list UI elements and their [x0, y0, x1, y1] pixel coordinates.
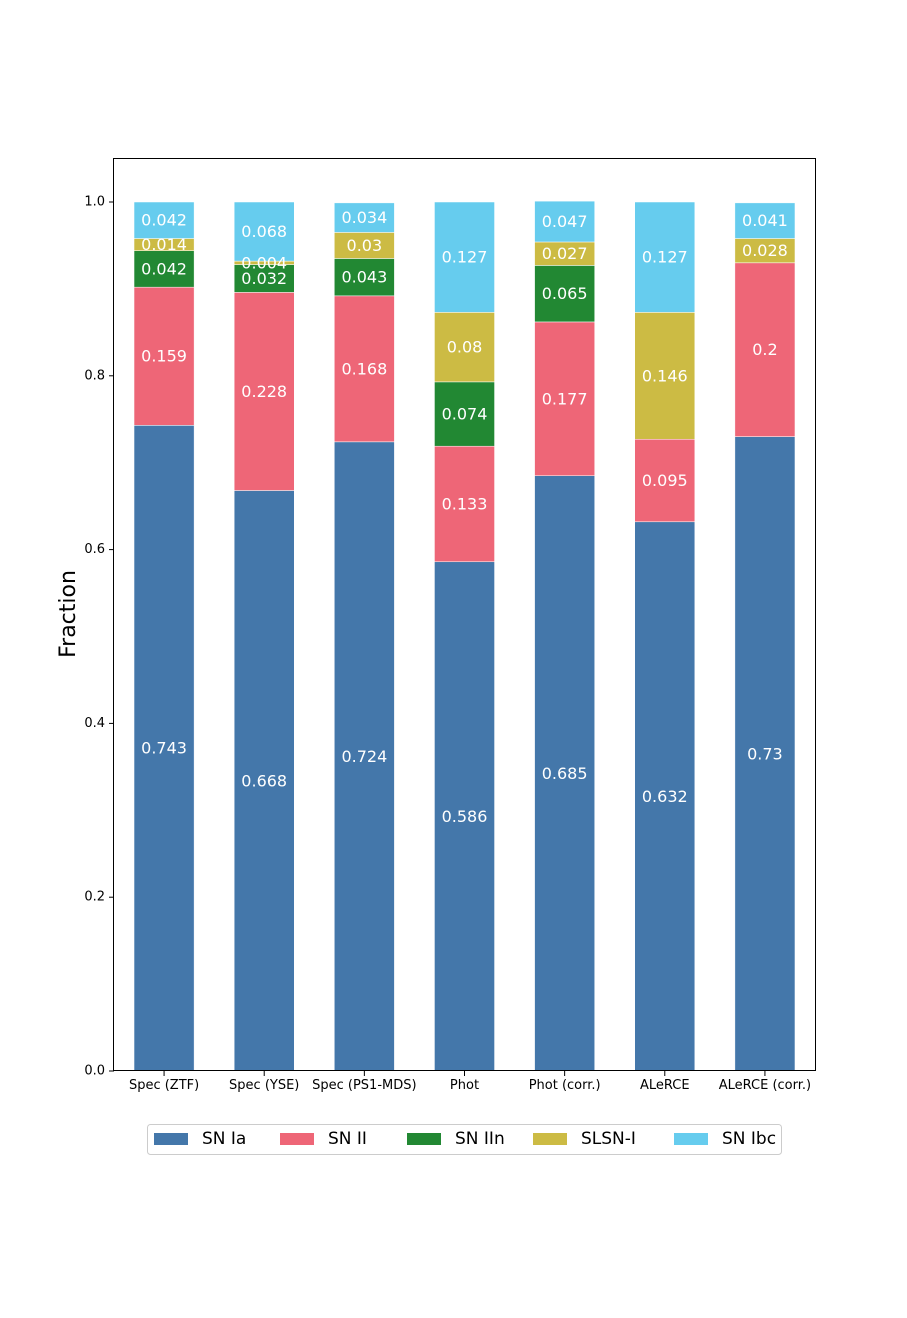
data-label: 0.632 — [642, 787, 688, 806]
data-label: 0.146 — [642, 366, 688, 385]
y-tick-label: 1.0 — [84, 195, 105, 210]
bar-sn-ibc-phot-corr — [534, 200, 595, 243]
data-label: 0.027 — [542, 244, 588, 263]
legend: SN Ia SN II SN IIn SLSN-I SN Ibc — [147, 1124, 782, 1155]
data-label: 0.127 — [442, 248, 488, 267]
y-axis-label: Fraction — [56, 570, 81, 658]
data-label: 0.08 — [447, 338, 483, 357]
bar-sn-ibc-phot — [434, 201, 495, 313]
x-tick-label: ALeRCE (corr.) — [719, 1078, 811, 1093]
data-label: 0.042 — [141, 211, 187, 230]
bar-sn-ia-spec-ps1-mds — [334, 441, 395, 1072]
y-tick-label: 0.0 — [84, 1064, 105, 1079]
plot-frame — [113, 158, 816, 1071]
data-label: 0.068 — [241, 222, 287, 241]
data-label: 0.028 — [742, 241, 788, 260]
y-tick-label: 0.2 — [84, 890, 105, 905]
legend-label: SN IIn — [455, 1129, 505, 1149]
y-tick-label: 0.8 — [84, 368, 105, 383]
legend-label: SN II — [328, 1129, 367, 1149]
y-tick-label: 0.4 — [84, 716, 105, 731]
x-tick-label: Phot (corr.) — [529, 1078, 601, 1093]
data-label: 0.73 — [747, 744, 783, 763]
data-label: 0.586 — [442, 807, 488, 826]
data-label: 0.032 — [241, 269, 287, 288]
data-label: 0.047 — [542, 212, 588, 231]
legend-swatch — [407, 1133, 441, 1145]
bar-sn-ia-phot-corr — [534, 475, 595, 1072]
bar-sn-ii-spec-ztf — [133, 286, 195, 426]
bar-sn-ii-phot — [434, 445, 495, 563]
bar-sn-ia-alerce — [634, 521, 696, 1072]
data-label: 0.685 — [542, 764, 588, 783]
bar-sn-ia-spec-ztf — [133, 425, 195, 1072]
data-label: 0.724 — [341, 747, 387, 766]
bar-labels-layer: 0.743 0.159 0.042 0.014 0.042 0.668 0.228 0.032… — [141, 208, 788, 826]
legend-swatch — [154, 1133, 188, 1145]
legend-swatch — [533, 1133, 567, 1145]
data-label: 0.014 — [141, 235, 187, 254]
data-label: 0.034 — [341, 208, 387, 227]
bar-sn-iin-spec-ps1-mds — [334, 258, 395, 297]
legend-label: SN Ibc — [722, 1129, 776, 1149]
bar-sn-ii-spec-ps1-mds — [334, 295, 395, 443]
bar-sn-iin-spec-yse — [233, 264, 295, 293]
y-axis: 0.0 0.2 0.4 0.6 0.8 1.0 — [84, 195, 114, 1079]
bar-sn-ibc-spec-ps1-mds — [334, 202, 395, 233]
data-label: 0.743 — [141, 739, 187, 758]
legend-item-sn-ibc: SN Ibc — [674, 1129, 776, 1149]
bar-slsn-i-alerce-corr — [734, 238, 796, 264]
bar-sn-ibc-alerce — [634, 201, 696, 313]
bar-slsn-i-phot — [434, 312, 495, 383]
legend-frame — [147, 1124, 782, 1155]
legend-item-sn-iin: SN IIn — [407, 1129, 505, 1149]
bar-slsn-i-alerce — [634, 312, 696, 440]
legend-label: SN Ia — [202, 1129, 246, 1149]
bar-sn-ibc-spec-yse — [233, 201, 295, 262]
legend-label: SLSN-I — [581, 1129, 636, 1149]
x-tick-label: ALeRCE — [640, 1078, 690, 1093]
bar-sn-ii-alerce-corr — [734, 262, 796, 437]
legend-item-sn-ii: SN II — [280, 1129, 367, 1149]
bar-sn-iin-phot-corr — [534, 265, 595, 323]
bar-sn-ii-spec-yse — [233, 292, 295, 491]
bar-sn-ii-phot-corr — [534, 321, 595, 476]
legend-swatch — [280, 1133, 314, 1145]
data-label: 0.004 — [241, 253, 287, 272]
x-tick-label: Spec (PS1-MDS) — [312, 1078, 416, 1093]
data-label: 0.133 — [442, 494, 488, 513]
data-label: 0.043 — [341, 268, 387, 287]
bar-sn-ia-phot — [434, 561, 495, 1072]
bar-sn-iin-phot — [434, 381, 495, 447]
data-label: 0.03 — [347, 236, 383, 255]
data-label: 0.159 — [141, 347, 187, 366]
legend-item-slsn-i: SLSN-I — [533, 1129, 636, 1149]
data-label: 0.074 — [442, 405, 488, 424]
data-label: 0.065 — [542, 284, 588, 303]
bar-sn-ia-alerce-corr — [734, 436, 796, 1072]
bar-sn-ii-alerce — [634, 438, 696, 523]
legend-swatch — [674, 1133, 708, 1145]
x-tick-label: Spec (ZTF) — [129, 1078, 199, 1093]
bar-sn-ibc-spec-ztf — [133, 201, 195, 239]
y-tick-label: 0.6 — [84, 542, 105, 557]
x-tick-label: Spec (YSE) — [229, 1078, 299, 1093]
data-label: 0.042 — [141, 259, 187, 278]
legend-item-sn-ia: SN Ia — [154, 1129, 246, 1149]
data-label: 0.041 — [742, 211, 788, 230]
data-label: 0.2 — [752, 340, 777, 359]
data-label: 0.168 — [341, 359, 387, 378]
bars-layer — [133, 200, 796, 1072]
data-label: 0.095 — [642, 471, 688, 490]
bar-sn-ibc-alerce-corr — [734, 202, 796, 239]
x-axis: Spec (ZTF) Spec (YSE) Spec (PS1-MDS) Phot Ph… — [129, 1071, 811, 1093]
x-tick-label: Phot — [450, 1078, 479, 1093]
data-label: 0.177 — [542, 389, 588, 408]
data-label: 0.668 — [241, 771, 287, 790]
data-label: 0.127 — [642, 248, 688, 267]
data-label: 0.228 — [241, 382, 287, 401]
